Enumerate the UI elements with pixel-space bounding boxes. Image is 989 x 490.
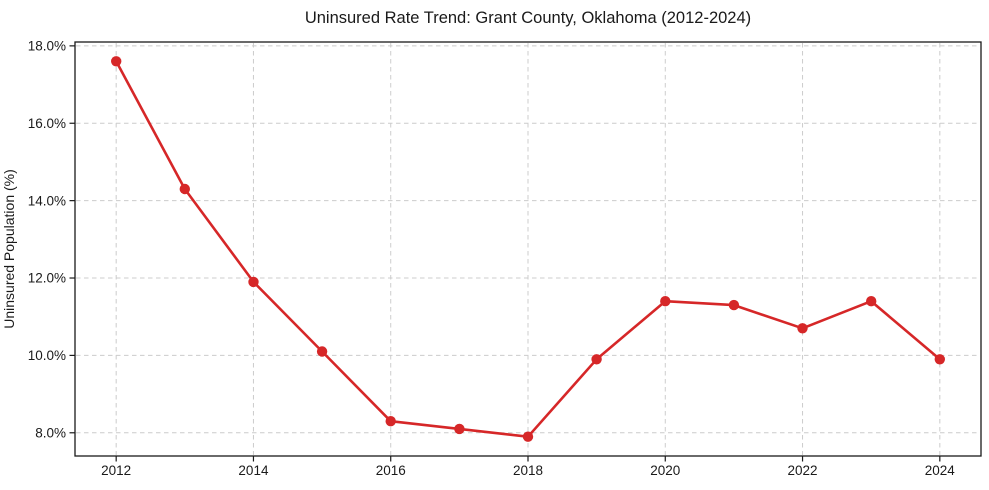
data-point-marker: [866, 296, 877, 307]
data-point-marker: [934, 354, 945, 365]
x-tick-label: 2016: [376, 463, 406, 478]
data-point-marker: [385, 416, 396, 427]
x-tick-label: 2024: [925, 463, 956, 478]
x-tick-label: 2022: [788, 463, 818, 478]
x-tick-label: 2020: [650, 463, 680, 478]
data-point-marker: [454, 423, 465, 435]
y-axis-label: Uninsured Population (%): [1, 169, 17, 329]
chart-title: Uninsured Rate Trend: Grant County, Okla…: [304, 9, 752, 27]
y-tick-label: 8.0%: [35, 425, 66, 440]
x-tick-label: 2018: [513, 463, 543, 478]
data-point-marker: [522, 431, 534, 442]
x-tick-label: 2014: [238, 463, 269, 478]
data-point-marker: [728, 299, 740, 311]
y-tick-label: 16.0%: [28, 116, 66, 131]
y-tick-label: 14.0%: [28, 193, 66, 208]
data-point-marker: [660, 296, 671, 307]
data-point-marker: [248, 276, 259, 288]
data-point-marker: [179, 183, 190, 195]
data-point-marker: [316, 346, 328, 357]
data-point-marker: [111, 56, 122, 67]
x-tick-label: 2012: [101, 463, 131, 478]
y-tick-label: 18.0%: [28, 39, 66, 54]
data-point-marker: [591, 354, 602, 365]
data-point-marker: [797, 323, 808, 334]
plot-border: [74, 41, 982, 457]
y-tick-label: 10.0%: [28, 348, 66, 363]
y-tick-label: 12.0%: [28, 271, 66, 286]
